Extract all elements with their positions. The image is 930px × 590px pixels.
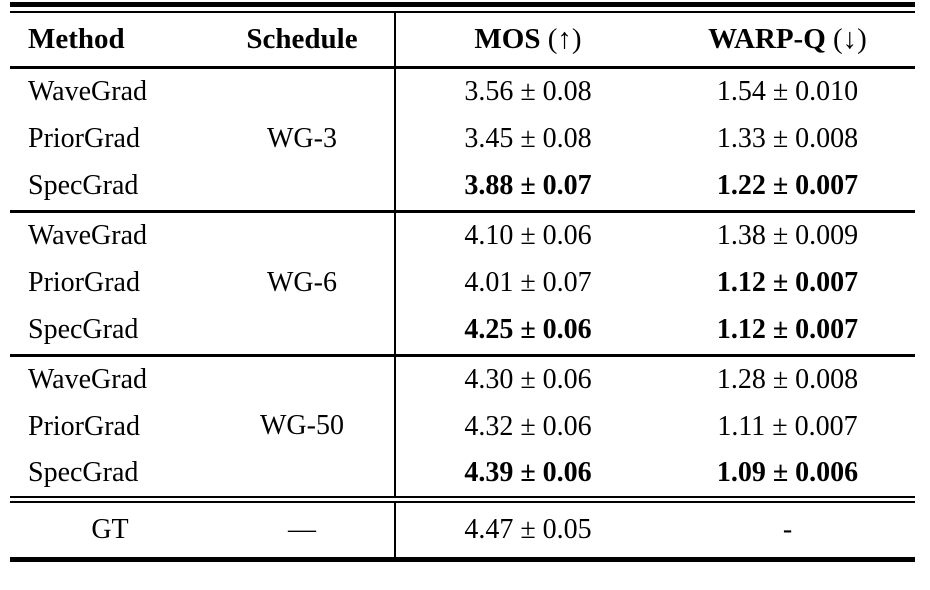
cell-method: SpecGrad: [28, 457, 139, 489]
cell-warpq: 1.11 ± 0.007: [717, 411, 858, 442]
cell-method: SpecGrad: [28, 170, 139, 202]
group-gt: GT — 4.47 ± 0.05 -: [10, 499, 915, 557]
group-wg6: WaveGrad WG-6 4.10 ± 0.06 1.38 ± 0.009 P…: [10, 211, 915, 355]
cell-warpq: 1.12 ± 0.007: [716, 314, 859, 346]
cell-mos: 4.01 ± 0.07: [394, 259, 660, 307]
cell-warpq: 1.33 ± 0.008: [716, 123, 859, 154]
top-rule-thin: [10, 11, 915, 13]
cell-warpq: 1.28 ± 0.008: [716, 363, 859, 395]
table-row: GT — 4.47 ± 0.05 -: [10, 499, 915, 557]
cell-method: WaveGrad: [28, 219, 148, 251]
cell-method: WaveGrad: [28, 363, 148, 395]
table-row: WaveGrad WG-3 3.56 ± 0.08 1.54 ± 0.010: [10, 67, 915, 154]
mos-header-label: MOS: [474, 22, 541, 55]
results-table-block: Method Schedule MOS (↑) WARP-Q (↓) WaveG…: [10, 2, 915, 562]
down-arrow-icon: (↓): [833, 22, 867, 55]
top-rule-thick: [10, 2, 915, 7]
table-header: Method Schedule MOS (↑) WARP-Q (↓): [10, 13, 915, 67]
table-row: PriorGrad 4.01 ± 0.07 1.12 ± 0.007: [10, 259, 915, 307]
cell-method: GT: [91, 513, 129, 545]
table-row: PriorGrad 4.32 ± 0.06 1.11 ± 0.007: [10, 403, 915, 451]
table-row: WaveGrad WG-6 4.10 ± 0.06 1.38 ± 0.009: [10, 211, 915, 298]
cell-schedule: WG-6: [267, 267, 337, 298]
cell-warpq: 1.22 ± 0.007: [716, 170, 859, 202]
warpq-header-label: WARP-Q: [708, 22, 826, 55]
col-header-mos: MOS (↑): [394, 13, 660, 67]
cell-method: PriorGrad: [28, 411, 140, 442]
table-row: SpecGrad 4.25 ± 0.06 1.12 ± 0.007: [10, 307, 915, 355]
cell-warpq: 1.38 ± 0.009: [716, 219, 859, 251]
table-row: SpecGrad 3.88 ± 0.07 1.22 ± 0.007: [10, 163, 915, 211]
group-wg3: WaveGrad WG-3 3.56 ± 0.08 1.54 ± 0.010 P…: [10, 67, 915, 211]
cell-method: SpecGrad: [28, 314, 139, 346]
cell-warpq: 1.54 ± 0.010: [716, 75, 859, 107]
cell-mos: 4.25 ± 0.06: [394, 307, 660, 355]
cell-warpq: 1.09 ± 0.006: [716, 457, 859, 489]
cell-schedule: WG-3: [267, 123, 337, 154]
cell-mos: 3.88 ± 0.07: [394, 163, 660, 211]
cell-method: WaveGrad: [28, 75, 148, 107]
col-header-schedule: Schedule: [246, 22, 358, 55]
results-table: Method Schedule MOS (↑) WARP-Q (↓) WaveG…: [10, 13, 915, 557]
cell-method: PriorGrad: [28, 123, 140, 154]
table-row: PriorGrad 3.45 ± 0.08 1.33 ± 0.008: [10, 115, 915, 163]
cell-mos: 4.30 ± 0.06: [394, 355, 660, 403]
table-row: SpecGrad 4.39 ± 0.06 1.09 ± 0.006: [10, 451, 915, 499]
bottom-rule-thick: [10, 557, 915, 562]
table-row: WaveGrad WG-50 4.30 ± 0.06 1.28 ± 0.008: [10, 355, 915, 441]
cell-schedule: —: [288, 513, 316, 545]
up-arrow-icon: (↑): [547, 22, 582, 55]
cell-warpq: 1.12 ± 0.007: [716, 267, 859, 298]
cell-schedule: WG-50: [260, 410, 344, 441]
group-wg50: WaveGrad WG-50 4.30 ± 0.06 1.28 ± 0.008 …: [10, 355, 915, 499]
cell-mos: 4.39 ± 0.06: [394, 451, 660, 499]
col-header-warpq: WARP-Q (↓): [660, 13, 915, 67]
header-row: Method Schedule MOS (↑) WARP-Q (↓): [10, 13, 915, 67]
cell-mos: 3.56 ± 0.08: [394, 67, 660, 115]
col-header-method: Method: [28, 22, 125, 55]
cell-method: PriorGrad: [28, 267, 140, 298]
cell-mos: 3.45 ± 0.08: [394, 115, 660, 163]
cell-mos: 4.32 ± 0.06: [394, 403, 660, 451]
cell-warpq: -: [782, 513, 793, 545]
cell-mos: 4.47 ± 0.05: [394, 499, 660, 557]
cell-mos: 4.10 ± 0.06: [394, 211, 660, 259]
